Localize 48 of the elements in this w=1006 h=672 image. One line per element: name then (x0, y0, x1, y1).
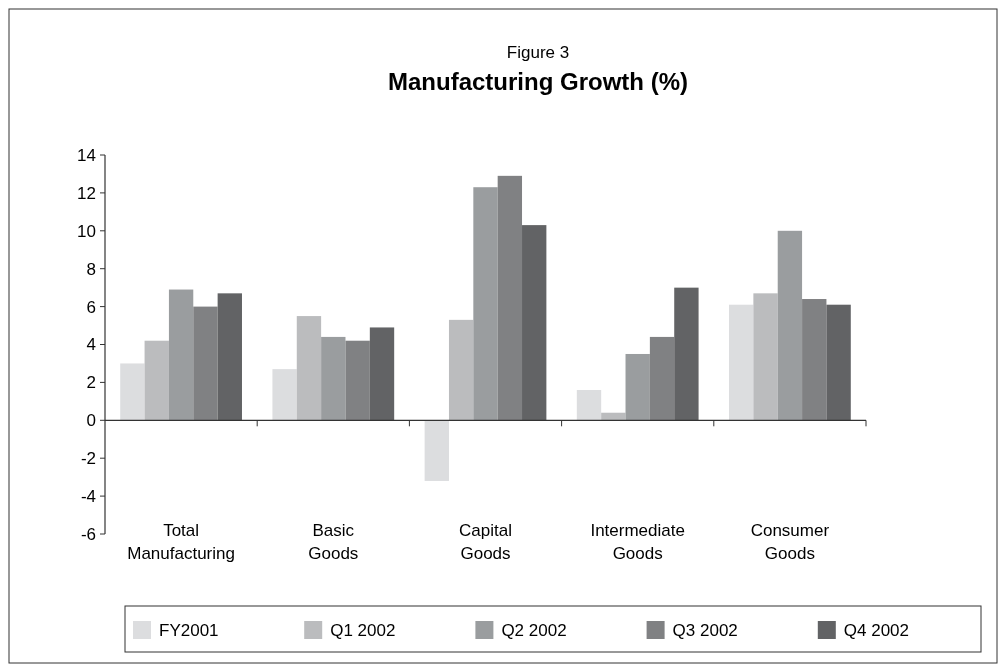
bar (272, 369, 297, 421)
bar (777, 230, 803, 421)
bar (826, 304, 851, 421)
y-tick-label: 14 (77, 145, 96, 165)
y-tick-label: 4 (86, 335, 96, 355)
bar (576, 389, 602, 421)
y-tick-label: 8 (86, 259, 96, 279)
bar (649, 336, 675, 421)
y-tick-label: -2 (80, 449, 96, 469)
bar (144, 340, 169, 421)
bar (217, 293, 242, 421)
bar (345, 340, 370, 421)
bar (674, 287, 699, 421)
bar (168, 289, 194, 421)
x-tick-label: Capital Goods (459, 521, 512, 563)
legend-label: Q2 2002 (501, 620, 567, 640)
bar (296, 316, 322, 421)
legend-label: FY2001 (159, 620, 219, 640)
bar (802, 299, 827, 421)
chart-title: Manufacturing Growth (%) (388, 68, 688, 95)
bar (369, 327, 395, 421)
x-tick-label: Consumer Goods (750, 521, 830, 563)
legend-label: Q3 2002 (672, 620, 738, 640)
y-tick-label: 12 (77, 183, 96, 203)
y-tick-label: -6 (80, 524, 96, 544)
x-tick-label: Basic Goods (308, 521, 359, 563)
chart-subtitle: Figure 3 (506, 43, 570, 62)
y-tick-label: 2 (86, 373, 96, 393)
bar (625, 353, 650, 421)
y-tick-label: 10 (77, 221, 96, 241)
bar (497, 175, 523, 421)
bar (448, 319, 474, 421)
bar (601, 412, 626, 421)
bar (522, 225, 547, 421)
bar (193, 306, 218, 421)
y-tick-label: -4 (80, 487, 96, 507)
y-tick-label: 6 (86, 297, 96, 317)
bar (321, 336, 346, 421)
bar (473, 187, 498, 421)
legend-label: Q1 2002 (330, 620, 396, 640)
bar (753, 293, 778, 421)
bar (120, 363, 145, 421)
bar (424, 420, 449, 481)
legend-label: Q4 2002 (843, 620, 910, 640)
x-tick-label: Intermediate Goods (590, 521, 685, 563)
bar (729, 304, 754, 421)
y-tick-label: 0 (86, 411, 96, 431)
x-tick-label: Total Manufacturing (127, 521, 235, 563)
